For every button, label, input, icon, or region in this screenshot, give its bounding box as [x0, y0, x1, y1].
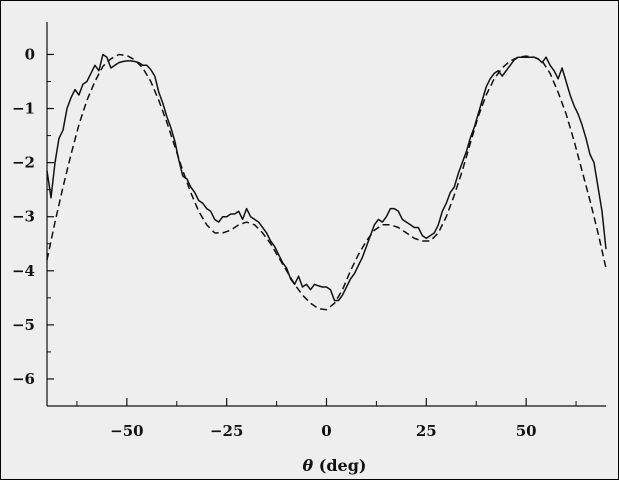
y-ticks: 0 −1 −2 −3 −4 −5 −6	[12, 45, 54, 407]
x-axis-unit: (deg)	[313, 456, 366, 475]
x-tick-label: 25	[416, 422, 437, 440]
y-tick-label: −6	[12, 370, 35, 388]
x-tick-label: −50	[110, 422, 143, 440]
plot-area	[46, 53, 607, 311]
solid-series-line	[46, 53, 607, 302]
x-tick-label: −25	[210, 422, 243, 440]
x-axis-symbol: θ	[303, 456, 314, 475]
axes: −50 −25 0 25 50 0 −1 −2 −3 −4 −5 −6	[12, 22, 606, 440]
y-tick-label: −3	[12, 208, 35, 226]
x-tick-label: 0	[321, 422, 331, 440]
y-tick-label: −5	[12, 316, 35, 334]
dashed-series-line	[46, 53, 607, 311]
x-axis-title: θ (deg)	[303, 456, 367, 475]
y-tick-label: 0	[25, 45, 35, 63]
x-tick-label: 50	[516, 422, 537, 440]
y-tick-label: −2	[12, 154, 35, 172]
y-tick-label: −4	[12, 262, 35, 280]
y-tick-label: −1	[12, 100, 35, 118]
x-ticks: −50 −25 0 25 50	[76, 398, 577, 440]
